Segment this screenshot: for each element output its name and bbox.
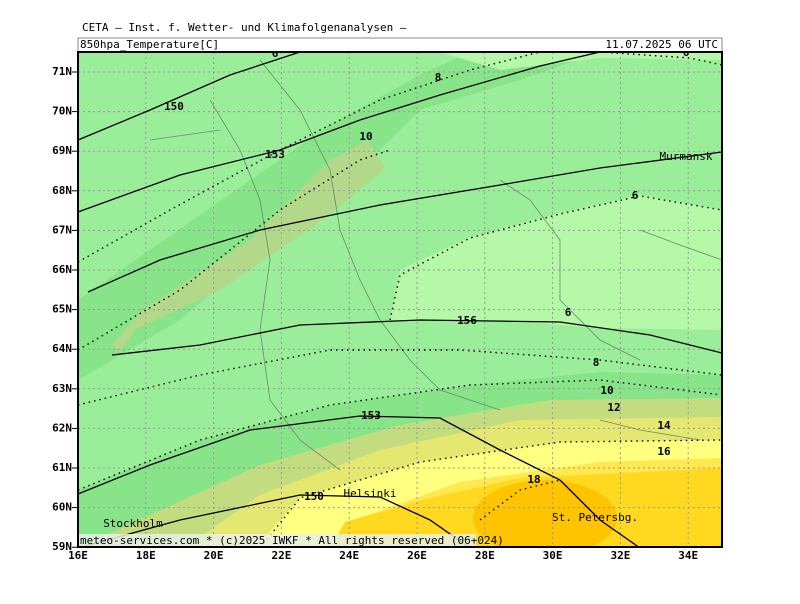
contour-label: 150: [304, 490, 324, 503]
lat-label: 61N: [52, 461, 72, 474]
lon-label: 26E: [407, 549, 427, 562]
lon-label: 34E: [678, 549, 698, 562]
lat-label: 67N: [52, 223, 72, 236]
header-title: CETA — Inst. f. Wetter- und Klimafolgena…: [82, 21, 407, 34]
contour-label: 16: [657, 445, 671, 458]
lat-label: 62N: [52, 421, 72, 434]
contour-label: 6: [272, 47, 279, 60]
contour-label: 10: [359, 130, 372, 143]
lat-label: 70N: [52, 105, 72, 118]
place-label: St. Petersbg.: [552, 511, 638, 524]
lat-label: 64N: [52, 342, 72, 355]
contour-label: 12: [607, 401, 620, 414]
lat-label: 59N: [52, 540, 72, 553]
lat-label: 63N: [52, 382, 72, 395]
place-label: Stockholm: [103, 517, 163, 530]
lat-label: 68N: [52, 184, 72, 197]
valid-time: 11.07.2025 06 UTC: [605, 38, 718, 51]
lat-label: 69N: [52, 144, 72, 157]
lat-label: 65N: [52, 303, 72, 316]
contour-label: 6: [683, 46, 690, 59]
place-label: Murmansk: [660, 150, 713, 163]
lon-label: 22E: [271, 549, 291, 562]
lon-label: 18E: [136, 549, 156, 562]
lon-label: 30E: [543, 549, 563, 562]
lon-label: 28E: [475, 549, 495, 562]
contour-label: 10: [600, 384, 613, 397]
lon-label: 32E: [610, 549, 630, 562]
lon-label: 24E: [339, 549, 359, 562]
contour-label: 156: [457, 314, 477, 327]
contour-label: 14: [657, 419, 671, 432]
lon-label: 16E: [68, 549, 88, 562]
contour-label: 8: [435, 71, 442, 84]
contour-label: 150: [164, 100, 184, 113]
lat-label: 66N: [52, 263, 72, 276]
contour-label: 18: [527, 473, 540, 486]
place-label: Helsinki: [344, 487, 397, 500]
contour-label: 8: [593, 356, 600, 369]
map-frame: [77, 51, 723, 548]
map-area: 6 6 8 10 6 6 8 10 12 14 16 18 150 153 156 153 150 Murmans…: [78, 46, 722, 547]
field-name: 850hpa_Temperature[C]: [80, 38, 219, 51]
lon-label: 20E: [204, 549, 224, 562]
contour-label: 6: [632, 189, 639, 202]
lat-label: 60N: [52, 501, 72, 514]
contour-label: 6: [565, 306, 572, 319]
contour-label: 153: [361, 409, 381, 422]
lat-label: 71N: [52, 65, 72, 78]
copyright-footer: meteo-services.com * (c)2025 IWKF * All …: [80, 534, 504, 547]
contour-label: 153: [265, 148, 285, 161]
